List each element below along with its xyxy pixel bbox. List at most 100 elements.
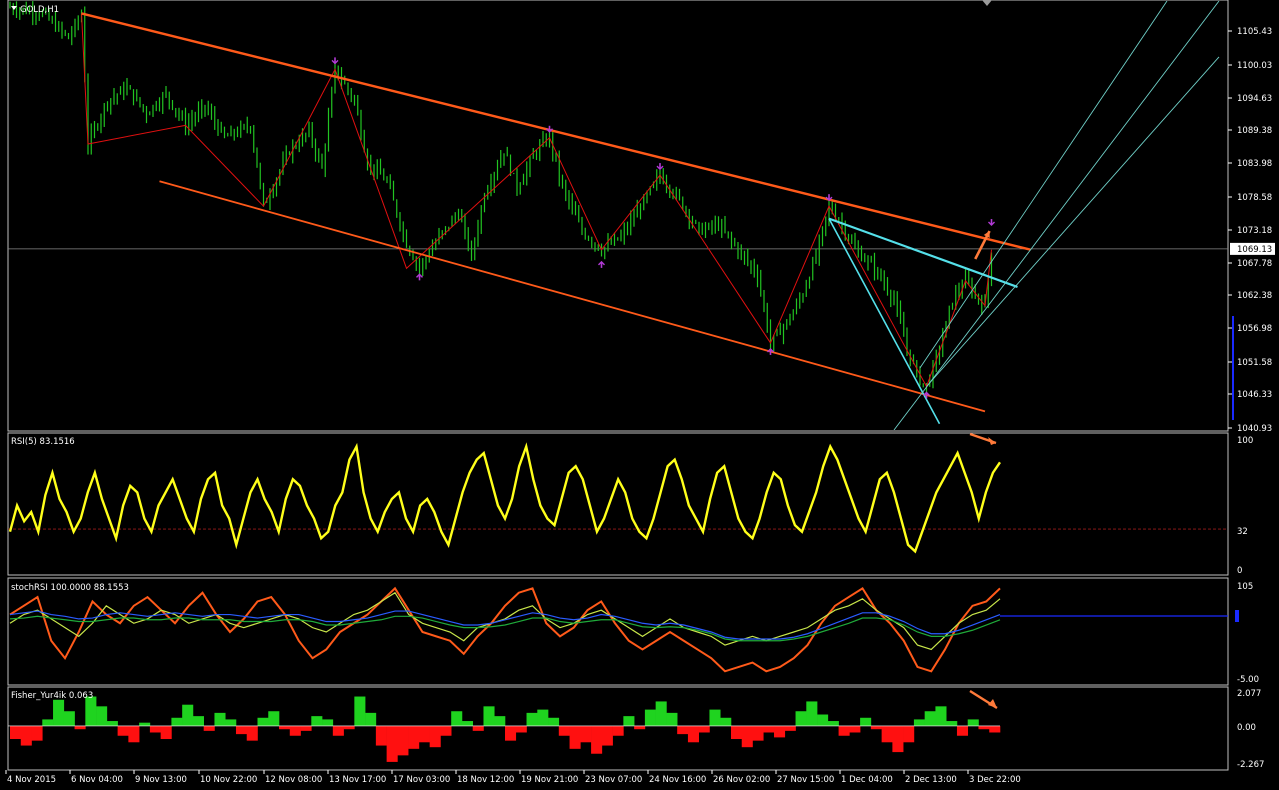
time-axis-label: 1 Dec 04:00 [841,775,893,785]
fisher-bar [225,719,237,726]
fisher-bar [20,725,32,746]
fractal-down-marker [988,221,995,227]
fisher-bar [763,725,775,733]
rsi-axis-label: 32 [1237,527,1248,537]
fisher-bar [289,725,301,736]
fisher-bar [96,706,108,726]
current-price-badge [1230,242,1275,255]
time-axis-label: 9 Nov 13:00 [135,775,187,785]
time-axis-label: 24 Nov 16:00 [649,775,706,785]
scroll-indicator-icon[interactable] [982,0,992,6]
fisher-bar [655,701,667,726]
fisher-bar [687,725,699,743]
pitchfork-line [919,1,1168,369]
time-axis-label: 18 Nov 12:00 [457,775,514,785]
stochrsi-axis-label: -5.00 [1237,675,1259,685]
time-axis-label: 2 Dec 13:00 [905,775,957,785]
fisher-bar [494,716,506,726]
fisher-bar [279,725,291,730]
fisher-bar [935,706,947,726]
fisher-bar [440,725,452,736]
stochrsi-axis-label: 105 [1237,582,1253,592]
fisher-bar [537,709,549,726]
fisher-panel-frame [7,686,1229,771]
fisher-bar [354,696,366,726]
fractal-down-marker [825,196,833,202]
price-axis-label: 1089.38 [1237,126,1272,136]
price-chart [8,1,1228,430]
fisher-bar [720,717,732,726]
stochrsi-chart [9,586,1239,673]
fisher-bar [558,725,570,736]
price-axis-label: 1100.03 [1237,61,1272,71]
fisher-bar [429,725,441,748]
time-axis-label: 12 Nov 08:00 [265,775,322,785]
fisher-bar [332,725,344,736]
rsi-panel-frame [7,432,1229,576]
fisher-bar [53,699,65,726]
fractal-down-marker [546,128,553,133]
price-axis-label: 1094.63 [1237,94,1272,104]
time-axis-label: 6 Nov 04:00 [71,775,123,785]
fisher-bar [591,725,603,754]
fisher-bar [505,725,517,741]
fisher-bar [967,719,979,726]
fisher-bar [397,725,409,756]
fisher-bar [870,725,882,730]
stochrsi-series-line [9,591,1001,651]
rsi-chart [8,432,1228,554]
fisher-bar [548,717,560,726]
fisher-bar [31,725,43,741]
fisher-bar [817,714,829,726]
stochrsi-scale-marker [1235,610,1239,622]
price-axis-label: 1067.78 [1237,259,1272,269]
fractal-up-marker [923,391,930,396]
time-axis-label: 19 Nov 21:00 [521,775,578,785]
fisher-bar [623,716,635,726]
fisher-bar [892,725,904,753]
fisher-bar [709,709,721,726]
fisher-bar [903,725,915,743]
fisher-bar [644,709,656,726]
fisher-bar [774,725,786,738]
fisher-axis-label: 0.00 [1237,723,1256,733]
fisher-bar [257,717,269,726]
fisher-bar [149,725,161,733]
price-scale-marker [1232,316,1234,420]
price-axis-label: 1056.98 [1237,324,1272,334]
time-axis-label: 27 Nov 15:00 [777,775,834,785]
fisher-bar [171,717,183,726]
fisher-bar [63,711,75,726]
fisher-bar [235,725,248,735]
fisher-bar [924,711,936,726]
fisher-bar [666,712,678,726]
price-axis-label: 1078.58 [1237,193,1272,203]
fisher-bar [85,696,97,726]
fractal-up-marker [767,347,774,353]
fisher-bar [268,711,280,726]
fisher-bar [139,722,151,726]
price-axis-label: 1073.18 [1237,226,1272,236]
price-axis-label: 1105.43 [1237,27,1272,37]
fisher-bar [752,725,764,741]
fractal-down-marker [331,59,339,65]
stochrsi-series-line [9,586,1001,673]
fisher-bar [956,725,969,736]
fisher-bar [214,712,226,726]
fisher-bar [569,725,581,749]
chart-menu-icon[interactable] [11,6,17,10]
time-axis-label: 23 Nov 07:00 [585,775,642,785]
fisher-panel-title: Fisher_Yur4ik 0.063 [11,691,93,701]
fisher-bar [827,721,839,726]
fisher-bar [386,725,398,762]
fisher-bar [408,725,420,749]
fisher-bar [806,701,818,726]
price-plot [8,1,1228,430]
fisher-bar [795,711,807,726]
fisher-bar [311,716,323,726]
fisher-bar [42,719,54,726]
fisher-axis-label: 2.077 [1237,689,1261,699]
fisher-bar [784,725,796,731]
price-axis-label: 1062.38 [1237,291,1272,301]
fisher-bar [881,725,893,743]
